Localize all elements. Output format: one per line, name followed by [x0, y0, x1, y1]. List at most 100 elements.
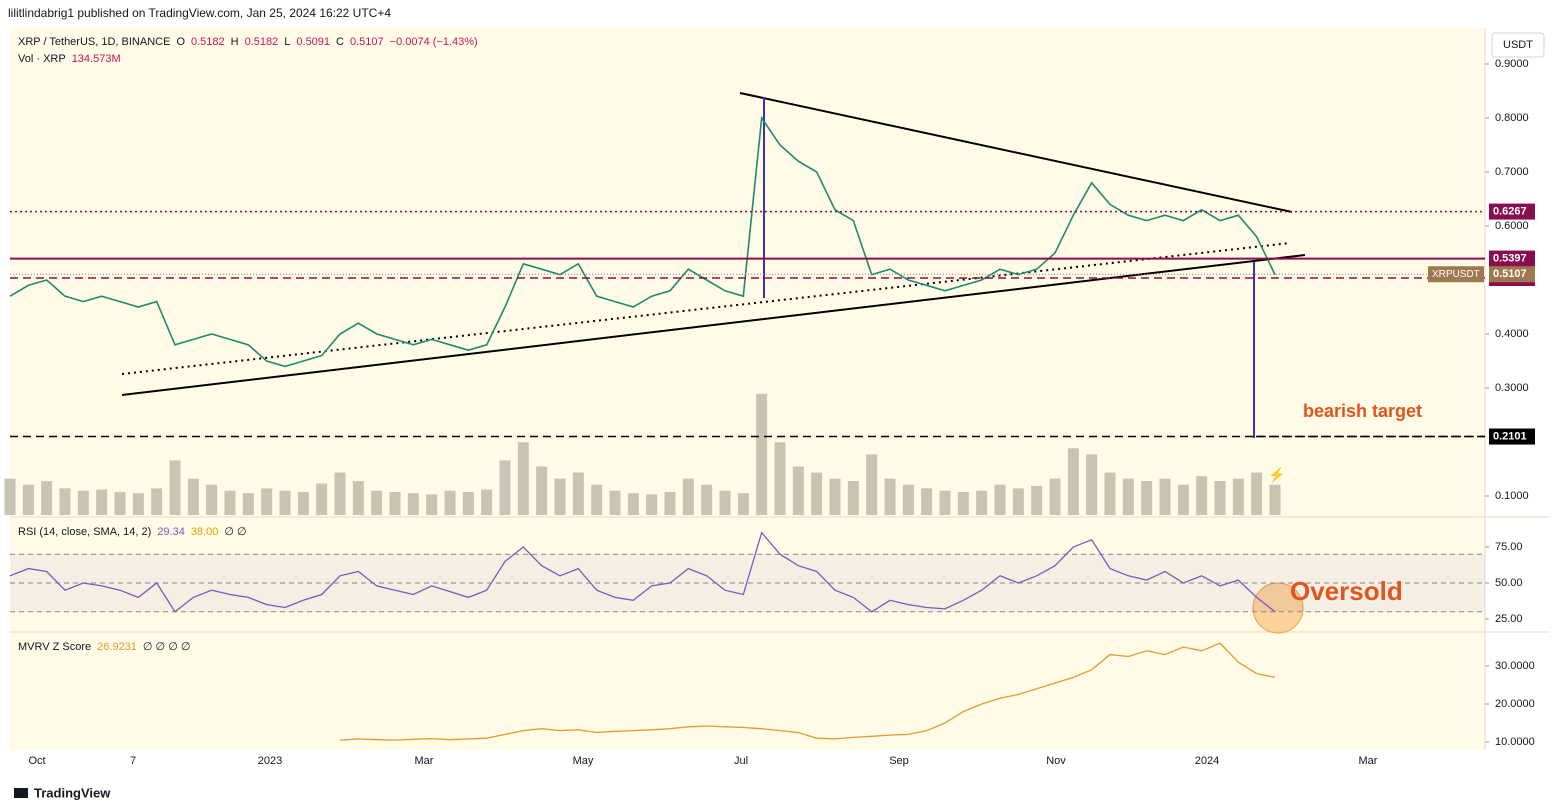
volume-bar [242, 493, 254, 515]
volume-bar [261, 488, 273, 515]
volume-bar [719, 490, 731, 515]
y-tick-label: 0.6000 [1495, 220, 1529, 232]
y-tick-label: 50.00 [1495, 577, 1523, 589]
volume-bar [462, 491, 474, 515]
volume-bar [407, 493, 419, 515]
indicator-line [9, 531, 1276, 613]
last-price-bg [1489, 266, 1535, 283]
indicator-value: 38.00 [191, 526, 219, 538]
volume-bar [132, 493, 144, 515]
plot-area [10, 28, 1485, 750]
volume-bar [682, 478, 694, 515]
volume-value: 134.573M [72, 53, 121, 65]
x-tick-label: 2024 [1195, 755, 1219, 767]
currency[interactable]: USDT [1503, 39, 1533, 51]
event-icon: ⚡ [1268, 467, 1285, 484]
volume-bar [96, 489, 108, 515]
y-tick-label: 20.0000 [1495, 698, 1535, 710]
volume-bar [1104, 472, 1116, 515]
volume-bar [169, 460, 181, 515]
x-tick-label: Jul [734, 755, 748, 767]
ohlc-value: 0.5091 [296, 36, 330, 48]
price-label: 0.6267 [1493, 205, 1527, 217]
y-tick-label: 10.0000 [1495, 736, 1535, 748]
volume-bar [77, 490, 89, 515]
logo [14, 788, 28, 798]
volume-bar [572, 472, 584, 515]
volume-bar [866, 454, 878, 515]
volume-bar [994, 484, 1006, 515]
x-tick-label: May [573, 755, 594, 767]
currency-button[interactable] [1491, 32, 1545, 58]
x-tick-label: 7 [130, 755, 136, 767]
volume-bar [4, 478, 16, 515]
volume-bar [426, 494, 438, 515]
volume-bar [1012, 488, 1024, 515]
volume-bar [884, 478, 896, 515]
trendline [739, 92, 1293, 213]
y-tick-label: 25.00 [1495, 613, 1523, 625]
volume-bar [1141, 481, 1153, 515]
volume-bar [22, 484, 34, 515]
annotation: bearish target [1303, 401, 1422, 421]
volume-bar [554, 478, 566, 515]
volume-bar [1159, 478, 1171, 515]
x-tick-label: 2023 [258, 755, 282, 767]
oversold-circle [1252, 582, 1304, 634]
volume-bar [976, 490, 988, 515]
ohlc-label: C [336, 36, 344, 48]
indicator-line [339, 642, 1276, 741]
volume-bar [1067, 448, 1079, 515]
volume-bar [737, 493, 749, 515]
volume-bar [1251, 472, 1263, 515]
x-tick-label: Sep [889, 755, 909, 767]
volume-bar [114, 491, 126, 515]
volume-bar [1031, 485, 1043, 515]
indicator-title: RSI (14, close, SMA, 14, 2) [18, 526, 151, 538]
volume-bar [481, 489, 493, 515]
ohlc-label: O [176, 36, 185, 48]
volume-bar [1196, 476, 1208, 515]
volume-bar [627, 493, 639, 515]
price-line [9, 115, 1276, 368]
volume-bar [609, 490, 621, 515]
last-price: 0.5107 [1493, 268, 1527, 280]
volume-bar [151, 488, 163, 515]
volume-bar [1049, 478, 1061, 515]
volume-bar [517, 442, 529, 515]
footer: TradingView [34, 785, 111, 800]
trendline [121, 242, 1291, 375]
volume-bar [664, 491, 676, 515]
ohlc-label: H [231, 36, 239, 48]
x-tick-label: Nov [1046, 755, 1066, 767]
price-label-bg [1489, 203, 1535, 220]
ohlc-label: L [284, 36, 290, 48]
x-tick-label: Mar [415, 755, 434, 767]
volume-bar [352, 481, 364, 515]
publisher: lilitlindabrig1 published on TradingView… [8, 6, 391, 20]
price-label-bg [1489, 250, 1535, 267]
volume-bar [902, 484, 914, 515]
volume-bar [591, 484, 603, 515]
volume-bar [701, 484, 713, 515]
indicator-value: 26.9231 [97, 641, 137, 653]
x-tick-label: Mar [1359, 755, 1378, 767]
volume-bar [1086, 454, 1098, 515]
volume-bar [371, 490, 383, 515]
ohlc-value: 0.5182 [191, 36, 225, 48]
volume-bar [921, 488, 933, 515]
volume-bar [1232, 478, 1244, 515]
volume-bar [224, 490, 236, 515]
volume-bar [1269, 484, 1281, 515]
y-tick-label: 75.00 [1495, 541, 1523, 553]
y-tick-label: 0.7000 [1495, 166, 1529, 178]
volume-bar [792, 466, 804, 515]
y-tick-label: 0.9000 [1495, 58, 1529, 70]
volume-bar [389, 491, 401, 515]
volume-bar [297, 491, 309, 515]
y-tick-label: 30.0000 [1495, 660, 1535, 672]
volume-bar [536, 466, 548, 515]
volume-bar [957, 491, 969, 515]
